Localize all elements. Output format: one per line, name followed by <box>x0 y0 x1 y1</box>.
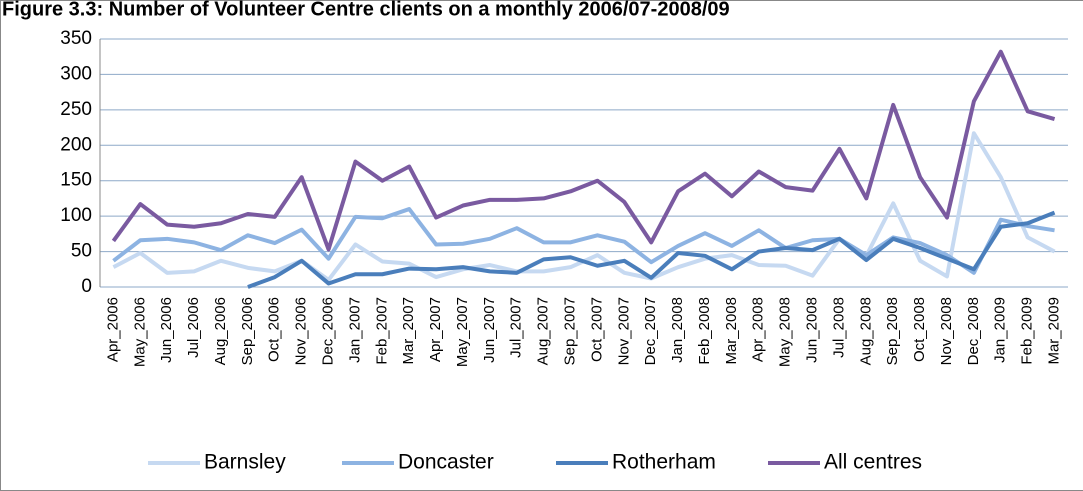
x-tick-label: Aug_2007 <box>535 297 552 365</box>
x-tick-label: Jan_2009 <box>992 297 1009 363</box>
x-tick-label: Mar_2008 <box>723 297 740 365</box>
x-tick-label: Nov_2007 <box>615 297 632 365</box>
x-tick-label: Aug_2006 <box>212 297 229 365</box>
x-tick-label: May_2006 <box>131 297 148 367</box>
y-tick-label: 300 <box>60 63 92 84</box>
x-tick-label: Apr_2006 <box>104 297 121 362</box>
x-tick-label: Mar_2009 <box>1046 297 1063 365</box>
chart-title: Figure 3.3: Number of Volunteer Centre c… <box>2 0 730 20</box>
series-line <box>111 49 1056 252</box>
legend-label: Barnsley <box>204 451 286 474</box>
x-tick-label: May_2008 <box>777 297 794 367</box>
x-tick-label: Oct_2007 <box>588 297 605 362</box>
x-tick-label: Oct_2006 <box>266 297 283 362</box>
x-tick-label: Feb_2007 <box>373 297 390 365</box>
legend-label: All centres <box>824 451 922 474</box>
x-tick-label: Jun_2008 <box>804 297 821 363</box>
x-tick-label: Feb_2009 <box>1019 297 1036 365</box>
y-tick-label: 200 <box>60 134 92 155</box>
x-tick-label: Oct_2008 <box>911 297 928 362</box>
x-tick-label: Aug_2008 <box>857 297 874 365</box>
x-tick-label: Nov_2008 <box>938 297 955 365</box>
legend-label: Doncaster <box>398 451 494 474</box>
x-tick-label: Apr_2008 <box>750 297 767 362</box>
x-tick-label: Feb_2008 <box>696 297 713 365</box>
x-tick-label: Dec_2006 <box>320 297 337 365</box>
x-tick-label: Jun_2007 <box>481 297 498 363</box>
x-tick-label: Jul_2008 <box>830 297 847 358</box>
x-tick-label: Jun_2006 <box>158 297 175 363</box>
x-tick-label: Mar_2007 <box>400 297 417 365</box>
x-tick-label: May_2007 <box>454 297 471 367</box>
x-tick-label: Jan_2007 <box>346 297 363 363</box>
y-tick-label: 150 <box>60 170 92 191</box>
y-tick-label: 250 <box>60 99 92 120</box>
legend-label: Rotherham <box>612 451 716 474</box>
y-tick-label: 100 <box>60 205 92 226</box>
x-tick-label: Nov_2006 <box>293 297 310 365</box>
x-tick-label: Dec_2007 <box>642 297 659 365</box>
x-tick-label: Jan_2008 <box>669 297 686 363</box>
x-tick-label: Sep_2006 <box>239 297 256 365</box>
x-tick-label: Jul_2007 <box>508 297 525 358</box>
y-tick-label: 50 <box>71 241 92 262</box>
x-tick-label: Apr_2007 <box>427 297 444 362</box>
x-tick-label: Jul_2006 <box>185 297 202 358</box>
x-tick-label: Sep_2007 <box>562 297 579 365</box>
y-tick-label: 0 <box>81 276 92 297</box>
series-line <box>247 210 1056 289</box>
x-tick-label: Sep_2008 <box>884 297 901 365</box>
y-tick-label: 350 <box>60 28 92 49</box>
x-tick-label: Dec_2008 <box>965 297 982 365</box>
